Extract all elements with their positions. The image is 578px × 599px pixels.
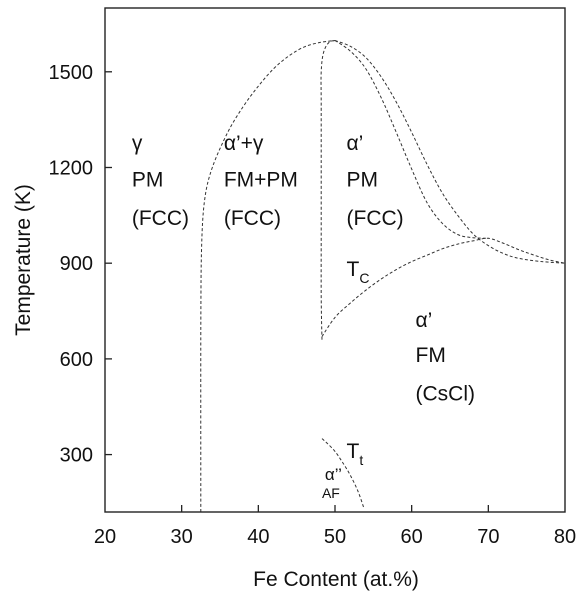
plot-frame [104,7,566,513]
alpha-af-label: α’’ AF [322,465,342,501]
y-axis-ticks: 300 600 900 1200 1500 [49,62,112,467]
region-label-line: PM [132,169,164,192]
region-label-line: (CsCl) [416,382,475,405]
region-label-line: γ [132,132,143,155]
region-label-line: (FCC) [132,207,189,230]
outer-gamma-boundary [200,40,336,513]
upper-dome-boundary [334,40,566,264]
x-tick-label: 70 [477,526,499,548]
alpha-prime-gamma-boundary [320,40,336,340]
y-axis-title: Temperature (K) [12,184,35,336]
region-label-line: (FCC) [224,207,281,230]
region-label-line: α’ [416,309,433,332]
y-tick-label: 900 [60,253,93,275]
region-label-line: FM [416,344,446,367]
y-tick-label: 1500 [49,62,94,84]
x-tick-label: 30 [171,526,193,548]
region-alpha-prime-fm-cscl: α’ FM (CsCl) [416,309,475,405]
region-label-line: (FCC) [347,207,404,230]
x-tick-label: 40 [247,526,269,548]
x-tick-label: 60 [401,526,423,548]
curie-temperature-line [321,237,566,337]
region-label-line: α’ [347,132,364,155]
region-gamma-pm-fcc: γ PM (FCC) [132,132,189,230]
y-tick-label: 600 [60,349,93,371]
inner-dome-boundary [334,40,489,239]
phase-region-labels: γ PM (FCC) α’+γ FM+PM (FCC) α’ PM (FCC) α’ FM (CsCl… [132,132,475,405]
x-tick-label: 80 [554,526,576,548]
x-tick-label: 50 [324,526,346,548]
boundary-annotations: TC Ttα’’ AF [322,258,369,501]
y-tick-label: 300 [60,445,93,467]
x-axis-title: Fe Content (at.%) [253,568,419,591]
tc-label: TC [347,258,370,286]
region-label-line: FM+PM [224,169,298,192]
region-alpha-gamma-fm-pm-fcc: α’+γ FM+PM (FCC) [224,132,298,230]
phase-boundaries [200,40,566,513]
region-alpha-prime-pm-fcc: α’ PM (FCC) [347,132,404,230]
transition-temperature-line [321,438,365,509]
region-label-line: α’+γ [224,132,264,155]
y-tick-label: 1200 [49,157,94,179]
tt-label: Tt [347,440,364,468]
x-tick-label: 20 [94,526,116,548]
region-label-line: PM [347,169,379,192]
x-axis-ticks: 20 30 40 50 60 70 80 [94,505,576,548]
